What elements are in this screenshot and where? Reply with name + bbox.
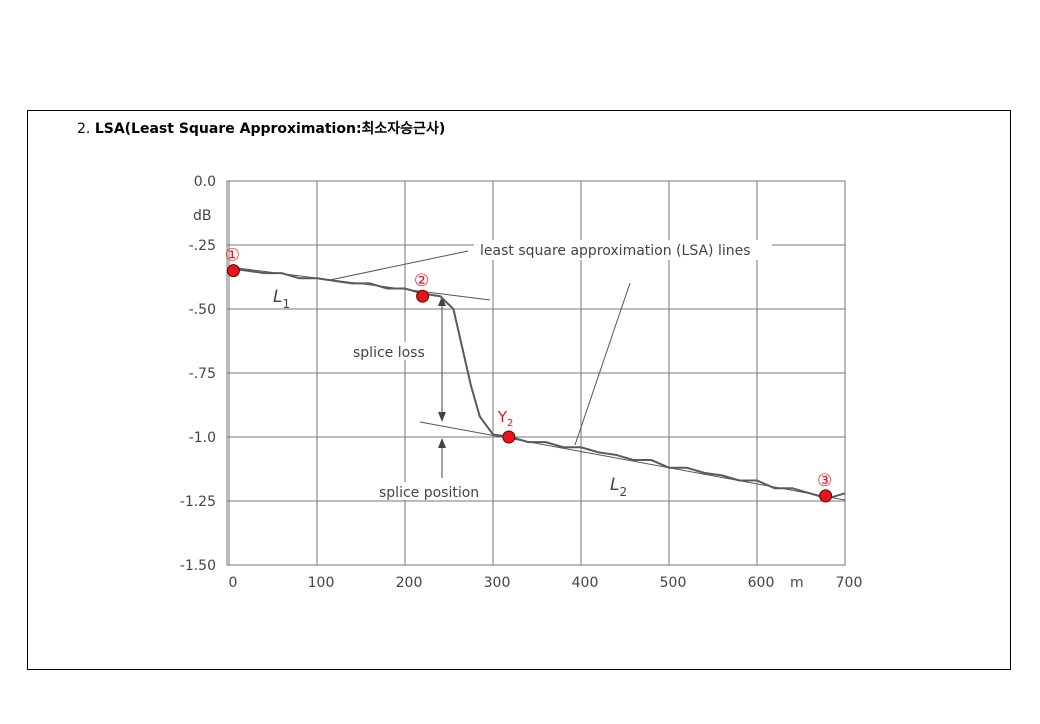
y-tick-label: -.50 bbox=[189, 302, 216, 318]
l1-sub: 1 bbox=[282, 297, 290, 311]
l2-sub: 2 bbox=[619, 485, 627, 499]
splice-loss-label: splice loss bbox=[353, 345, 425, 361]
y-tick-label: -1.0 bbox=[189, 430, 216, 446]
label-bg bbox=[376, 482, 488, 500]
frame bbox=[27, 110, 1011, 670]
x-tick-label: 300 bbox=[484, 575, 511, 591]
l1-letter: L bbox=[273, 287, 282, 307]
heading-text: LSA(Least Square Approximation:최소자승근사) bbox=[95, 121, 445, 137]
chart: least square approximation (LSA) lines s… bbox=[193, 180, 846, 591]
label-bg bbox=[350, 342, 432, 360]
x-tick-label: 200 bbox=[396, 575, 423, 591]
arrowhead bbox=[438, 438, 446, 448]
x-unit: m bbox=[790, 575, 804, 591]
x-tick-label: 100 bbox=[308, 575, 335, 591]
heading: 2. LSA(Least Square Approximation:최소자승근사… bbox=[77, 121, 445, 137]
marker-label-letter: Y bbox=[497, 408, 508, 426]
x-tick-label: 0 bbox=[229, 575, 238, 591]
l1-label: L1 bbox=[273, 287, 290, 311]
lsa-label: least square approximation (LSA) lines bbox=[480, 243, 751, 259]
y-tick-label: -1.25 bbox=[180, 494, 216, 510]
l2-letter: L bbox=[610, 475, 619, 495]
splice-position-label: splice position bbox=[379, 485, 479, 501]
trace bbox=[228, 267, 846, 500]
label-bg bbox=[474, 240, 772, 260]
marker-label: ② bbox=[414, 271, 429, 291]
x-tick-label: 400 bbox=[572, 575, 599, 591]
marker bbox=[502, 430, 516, 444]
marker-label-sub: 2 bbox=[507, 418, 513, 429]
y-unit: dB bbox=[193, 208, 212, 224]
leader bbox=[574, 282, 631, 446]
marker bbox=[819, 489, 833, 503]
marker-label: ③ bbox=[817, 471, 832, 491]
l2-label: L2 bbox=[610, 475, 627, 499]
marker-label: Y2 bbox=[497, 408, 514, 429]
heading-number: 2. bbox=[77, 121, 90, 137]
leader bbox=[329, 250, 469, 281]
y-tick-label: -.75 bbox=[189, 366, 216, 382]
marker-label: ① bbox=[225, 246, 240, 266]
x-tick-label: 500 bbox=[660, 575, 687, 591]
y-tick-label: -1.50 bbox=[180, 558, 216, 574]
y-tick-label: -.25 bbox=[189, 238, 216, 254]
y-tick-label: 0.0 bbox=[194, 174, 216, 190]
x-tick-label: 600 bbox=[748, 575, 775, 591]
x-tick-label: 700 bbox=[836, 575, 863, 591]
marker bbox=[416, 289, 430, 303]
marker bbox=[226, 264, 240, 278]
